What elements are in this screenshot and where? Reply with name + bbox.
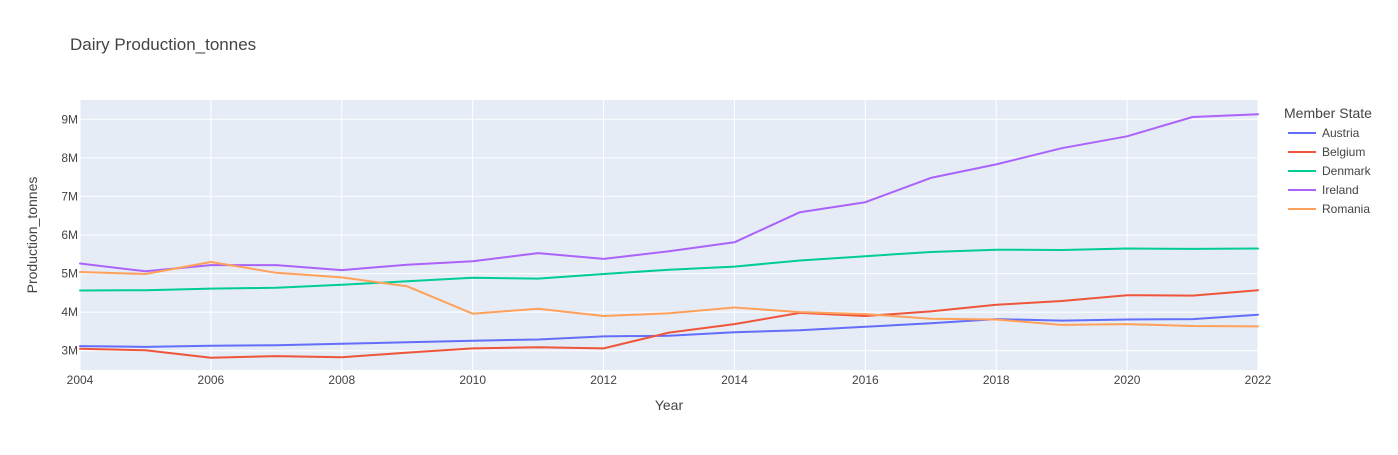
series-line-belgium xyxy=(79,289,1259,359)
x-tick-label: 2018 xyxy=(983,373,1010,387)
series-line-romania xyxy=(79,261,1259,328)
x-tick-label: 2004 xyxy=(67,373,94,387)
series-line-austria xyxy=(79,313,1259,348)
legend-label: Belgium xyxy=(1322,145,1365,159)
x-tick-label: 2020 xyxy=(1114,373,1141,387)
y-tick-label: 6M xyxy=(61,228,78,242)
x-tick-label: 2006 xyxy=(198,373,225,387)
y-tick-label: 3M xyxy=(61,344,78,358)
legend-item-romania[interactable]: Romania xyxy=(1288,202,1370,216)
y-tick-label: 4M xyxy=(61,305,78,319)
x-tick-label: 2012 xyxy=(590,373,617,387)
series-layer xyxy=(79,113,1259,359)
x-tick-label: 2016 xyxy=(852,373,879,387)
legend-item-belgium[interactable]: Belgium xyxy=(1288,145,1365,159)
legend-label: Romania xyxy=(1322,202,1370,216)
x-axis-ticks: 2004 2006 2008 2010 2012 2014 2016 2018 2020 2022 xyxy=(67,373,1272,387)
series-line-denmark xyxy=(79,247,1259,292)
x-tick-label: 2014 xyxy=(721,373,748,387)
y-tick-label: 9M xyxy=(61,112,78,126)
legend-label: Denmark xyxy=(1322,164,1372,178)
y-tick-label: 5M xyxy=(61,267,78,281)
legend-label: Austria xyxy=(1322,126,1360,140)
x-tick-label: 2008 xyxy=(328,373,355,387)
legend-items: Austria Belgium Denmark Ireland Romania xyxy=(1288,126,1372,216)
y-axis-label: Production_tonnes xyxy=(24,177,40,294)
chart-title: Dairy Production_tonnes xyxy=(70,35,256,54)
y-tick-label: 7M xyxy=(61,189,78,203)
legend-title: Member State xyxy=(1284,105,1372,121)
x-tick-label: 2022 xyxy=(1245,373,1272,387)
y-axis-ticks: 3M 4M 5M 6M 7M 8M 9M xyxy=(61,112,78,357)
legend-label: Ireland xyxy=(1322,183,1359,197)
legend-item-austria[interactable]: Austria xyxy=(1288,126,1360,140)
x-axis-label: Year xyxy=(655,397,684,413)
y-tick-label: 8M xyxy=(61,151,78,165)
legend: Member State Austria Belgium Denmark Irelan… xyxy=(1284,105,1372,216)
x-tick-label: 2010 xyxy=(459,373,486,387)
legend-item-denmark[interactable]: Denmark xyxy=(1288,164,1372,178)
legend-item-ireland[interactable]: Ireland xyxy=(1288,183,1359,197)
series-line-ireland xyxy=(79,113,1259,273)
